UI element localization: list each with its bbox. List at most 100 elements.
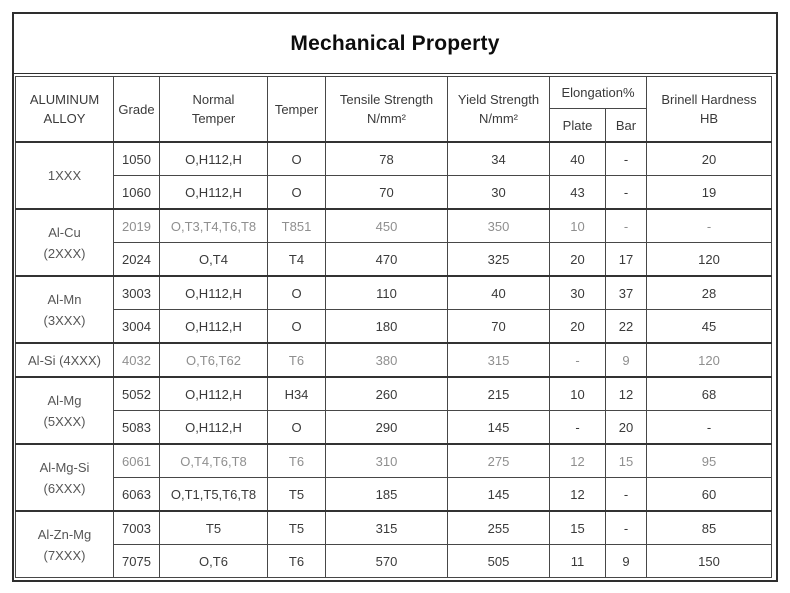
col-header-aluminum-alloy: ALUMINUM ALLOY — [15, 76, 114, 143]
yield-cell: 34 — [447, 141, 550, 176]
col-header-normal-temper: Normal Temper — [159, 76, 268, 143]
temper-cell: T5 — [267, 477, 326, 512]
mechanical-property-panel: Mechanical Property ALUMINUM ALLOY Grade… — [12, 12, 778, 582]
brinell-cell: 60 — [646, 477, 772, 512]
plate-cell: 15 — [549, 510, 606, 545]
bar-cell: 37 — [605, 275, 647, 310]
normal-temper-cell: O,H112,H — [159, 410, 268, 445]
temper-cell: T6 — [267, 443, 326, 478]
yield-cell: 70 — [447, 309, 550, 344]
header-row: ALUMINUM ALLOY Grade Normal Temper Tempe… — [15, 76, 772, 143]
bar-cell: 12 — [605, 376, 647, 411]
yield-cell: 40 — [447, 275, 550, 310]
grade-cell: 6063 — [113, 477, 160, 512]
table-row: 5083 O,H112,H O 290 145 - 20 - — [16, 410, 772, 445]
grade-cell: 4032 — [113, 342, 160, 378]
table-row: Al-Si (4XXX) 4032 O,T6,T62 T6 380 315 - … — [15, 342, 772, 378]
plate-cell: 12 — [549, 443, 606, 478]
tensile-cell: 570 — [325, 544, 448, 578]
temper-cell: T4 — [267, 242, 326, 277]
bar-cell: - — [605, 141, 647, 176]
yield-cell: 505 — [447, 544, 550, 578]
tensile-cell: 315 — [325, 510, 448, 545]
col-header-elongation: Elongation% — [549, 76, 647, 109]
yield-cell: 215 — [447, 376, 550, 411]
brinell-cell: 120 — [646, 342, 772, 378]
yield-cell: 325 — [447, 242, 550, 277]
normal-temper-cell: O,T4 — [159, 242, 268, 277]
normal-temper-cell: O,T6 — [159, 544, 268, 578]
yield-cell: 255 — [447, 510, 550, 545]
col-header-temper: Temper — [267, 76, 326, 143]
brinell-cell: 95 — [646, 443, 772, 478]
table-row: 3004 O,H112,H O 180 70 20 22 45 — [16, 309, 772, 344]
table-row: Al-Mn (3XXX) 3003 O,H112,H O 110 40 30 3… — [15, 275, 772, 344]
normal-temper-cell: O,H112,H — [159, 376, 268, 411]
header-sub-row: Plate Bar — [16, 108, 772, 143]
tensile-cell: 310 — [325, 443, 448, 478]
table-row: Al-Cu (2XXX) 2019 O,T3,T4,T6,T8 T851 450… — [15, 208, 772, 277]
col-header-plate: Plate — [549, 108, 606, 143]
yield-cell: 350 — [447, 208, 550, 243]
col-header-brinell-hardness: Brinell Hardness HB — [646, 76, 772, 143]
brinell-cell: 19 — [646, 175, 772, 210]
table-row: 1XXX 1050 O,H112,H O 78 34 40 - 20 — [15, 141, 772, 210]
tensile-cell: 180 — [325, 309, 448, 344]
table-row: 6063 O,T1,T5,T6,T8 T5 185 145 12 - 60 — [16, 477, 772, 512]
temper-cell: O — [267, 141, 326, 176]
alloy-group-cell: Al-Si (4XXX) — [15, 342, 114, 378]
grade-cell: 7003 — [113, 510, 160, 545]
temper-cell: O — [267, 410, 326, 445]
grade-cell: 3003 — [113, 275, 160, 310]
plate-cell: 20 — [549, 242, 606, 277]
yield-cell: 30 — [447, 175, 550, 210]
bar-cell: - — [605, 208, 647, 243]
bar-cell: - — [605, 510, 647, 545]
tensile-cell: 450 — [325, 208, 448, 243]
tensile-cell: 260 — [325, 376, 448, 411]
plate-cell: 30 — [549, 275, 606, 310]
grade-cell: 6061 — [113, 443, 160, 478]
temper-cell: T5 — [267, 510, 326, 545]
table-row: 7075 O,T6 T6 570 505 11 9 150 — [16, 544, 772, 578]
temper-cell: H34 — [267, 376, 326, 411]
plate-cell: 10 — [549, 208, 606, 243]
plate-cell: 40 — [549, 141, 606, 176]
plate-cell: 12 — [549, 477, 606, 512]
tensile-cell: 185 — [325, 477, 448, 512]
normal-temper-cell: O,H112,H — [159, 141, 268, 176]
table-row: Al-Zn-Mg (7XXX) 7003 T5 T5 315 255 15 - … — [15, 510, 772, 578]
brinell-cell: - — [646, 410, 772, 445]
page-title: Mechanical Property — [290, 31, 500, 55]
normal-temper-cell: O,H112,H — [159, 175, 268, 210]
bar-cell: - — [605, 175, 647, 210]
tensile-cell: 110 — [325, 275, 448, 310]
bar-cell: 15 — [605, 443, 647, 478]
normal-temper-cell: O,T1,T5,T6,T8 — [159, 477, 268, 512]
col-header-grade: Grade — [113, 76, 160, 143]
brinell-cell: - — [646, 208, 772, 243]
alloy-group-cell: Al-Mg (5XXX) — [15, 376, 114, 445]
col-header-yield-strength: Yield Strength N/mm² — [447, 76, 550, 143]
plate-cell: 10 — [549, 376, 606, 411]
table-row: Al-Mg-Si (6XXX) 6061 O,T4,T6,T8 T6 310 2… — [15, 443, 772, 512]
grade-cell: 1050 — [113, 141, 160, 176]
temper-cell: T6 — [267, 544, 326, 578]
alloy-group-cell: Al-Cu (2XXX) — [15, 208, 114, 277]
bar-cell: 17 — [605, 242, 647, 277]
table-row: 2024 O,T4 T4 470 325 20 17 120 — [16, 242, 772, 277]
grade-cell: 2019 — [113, 208, 160, 243]
yield-cell: 315 — [447, 342, 550, 378]
brinell-cell: 28 — [646, 275, 772, 310]
tensile-cell: 380 — [325, 342, 448, 378]
tensile-cell: 470 — [325, 242, 448, 277]
normal-temper-cell: O,T6,T62 — [159, 342, 268, 378]
brinell-cell: 68 — [646, 376, 772, 411]
grade-cell: 1060 — [113, 175, 160, 210]
title-row: Mechanical Property — [14, 14, 776, 74]
tensile-cell: 78 — [325, 141, 448, 176]
yield-cell: 145 — [447, 410, 550, 445]
alloy-group-cell: Al-Mn (3XXX) — [15, 275, 114, 344]
grade-cell: 7075 — [113, 544, 160, 578]
plate-cell: 20 — [549, 309, 606, 344]
